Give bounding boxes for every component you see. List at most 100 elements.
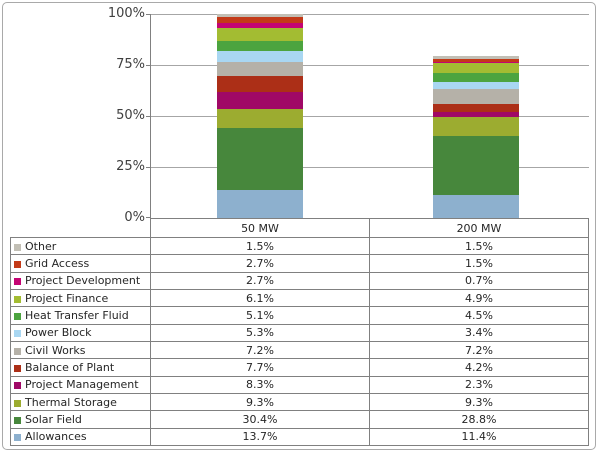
- legend-swatch-icon-thermal-storage: [14, 399, 21, 407]
- category-cell-project-development: Project Development: [10, 271, 151, 290]
- y-tick-100: [146, 14, 151, 15]
- legend-swatch-icon-civil-works: [14, 347, 21, 355]
- legend-swatch-icon-project-management: [14, 382, 21, 390]
- bar-segment-power-block: [433, 82, 519, 90]
- category-cell-other: Other: [10, 236, 151, 256]
- legend-swatch-icon-heat-transfer-fluid: [14, 312, 21, 320]
- y-tick-75: [146, 65, 151, 66]
- value-cell-project-management-200-mw: 2.3%: [369, 375, 589, 394]
- plot-area: [146, 14, 589, 219]
- y-tick-label-0: 0%: [124, 210, 145, 225]
- category-cell-civil-works: Civil Works: [10, 340, 151, 360]
- value-cell-allowances-50-mw: 13.7%: [150, 427, 370, 447]
- value-cell-solar-field-50-mw: 30.4%: [150, 410, 370, 429]
- value-cell-thermal-storage-50-mw: 9.3%: [150, 392, 370, 412]
- chart-frame: 100% 75% 50% 25% 0% 50 MW 200 MW Other 1: [2, 2, 596, 450]
- legend-swatch-icon-allowances: [14, 434, 21, 442]
- y-tick-50: [146, 116, 151, 117]
- category-cell-power-block: Power Block: [10, 323, 151, 342]
- value-cell-other-200-mw: 1.5%: [369, 236, 589, 256]
- table-row-allowances: Allowances 13.7% 11.4%: [10, 427, 589, 447]
- bar-segment-project-development: [433, 61, 519, 64]
- stacked-bar-50-mw: [217, 14, 303, 218]
- bar-segment-project-development: [217, 22, 303, 29]
- legend-swatch-icon-other: [14, 243, 21, 251]
- gridline-25: [151, 167, 589, 168]
- y-tick-label-25: 25%: [116, 159, 145, 174]
- value-cell-grid-access-50-mw: 2.7%: [150, 254, 370, 273]
- stacked-bar-200-mw: [433, 55, 519, 218]
- bar-segment-solar-field: [217, 128, 303, 191]
- y-tick-label-75: 75%: [116, 57, 145, 72]
- value-cell-grid-access-200-mw: 1.5%: [369, 254, 589, 273]
- category-cell-allowances: Allowances: [10, 427, 151, 447]
- category-cell-grid-access: Grid Access: [10, 254, 151, 273]
- bar-segment-other: [433, 55, 519, 59]
- value-cell-power-block-200-mw: 3.4%: [369, 323, 589, 342]
- bar-segment-solar-field: [433, 136, 519, 195]
- category-label: Grid Access: [25, 256, 90, 270]
- category-cell-heat-transfer-fluid: Heat Transfer Fluid: [10, 306, 151, 325]
- category-label: Power Block: [25, 326, 92, 340]
- bar-segment-heat-transfer-fluid: [217, 40, 303, 51]
- value-cell-other-50-mw: 1.5%: [150, 236, 370, 256]
- table-row-balance-of-plant: Balance of Plant 7.7% 4.2%: [10, 358, 589, 377]
- category-cell-solar-field: Solar Field: [10, 410, 151, 429]
- category-cell-project-finance: Project Finance: [10, 288, 151, 308]
- table-row-heat-transfer-fluid: Heat Transfer Fluid 5.1% 4.5%: [10, 306, 589, 325]
- bar-segment-balance-of-plant: [433, 103, 519, 113]
- bar-segment-grid-access: [217, 17, 303, 23]
- bar-segment-civil-works: [217, 61, 303, 77]
- bar-segment-project-management: [433, 112, 519, 118]
- category-label: Heat Transfer Fluid: [25, 308, 129, 322]
- category-label: Balance of Plant: [25, 360, 115, 374]
- table-body: Other 1.5% 1.5% Grid Access 2.7% 1.5% Project …: [10, 236, 589, 447]
- value-cell-project-finance-200-mw: 4.9%: [369, 288, 589, 308]
- value-cell-civil-works-50-mw: 7.2%: [150, 340, 370, 360]
- table-row-power-block: Power Block 5.3% 3.4%: [10, 323, 589, 342]
- value-cell-project-finance-50-mw: 6.1%: [150, 288, 370, 308]
- bar-segment-thermal-storage: [433, 117, 519, 136]
- gridline-100: [151, 14, 589, 15]
- bar-segment-power-block: [217, 50, 303, 62]
- column-header-50mw: 50 MW: [150, 218, 370, 238]
- table-row-solar-field: Solar Field 30.4% 28.8%: [10, 410, 589, 429]
- bar-segment-other: [217, 14, 303, 18]
- bar-segment-project-finance: [217, 28, 303, 41]
- bar-segment-allowances: [217, 190, 303, 218]
- y-tick-label-50: 50%: [116, 108, 145, 123]
- y-tick-25: [146, 167, 151, 168]
- table-corner-cell: [11, 219, 151, 238]
- column-header-200mw: 200 MW: [369, 218, 589, 238]
- table-header-row: 50 MW 200 MW: [11, 218, 589, 238]
- value-cell-civil-works-200-mw: 7.2%: [369, 340, 589, 360]
- legend-swatch-icon-power-block: [14, 330, 21, 338]
- value-cell-project-development-50-mw: 2.7%: [150, 271, 370, 290]
- bar-segment-civil-works: [433, 89, 519, 104]
- value-cell-project-development-200-mw: 0.7%: [369, 271, 589, 290]
- table-row-thermal-storage: Thermal Storage 9.3% 9.3%: [10, 392, 589, 412]
- category-label: Allowances: [25, 430, 87, 444]
- gridline-75: [151, 65, 589, 66]
- table-row-project-finance: Project Finance 6.1% 4.9%: [10, 288, 589, 308]
- category-label: Project Development: [25, 274, 141, 288]
- value-cell-thermal-storage-200-mw: 9.3%: [369, 392, 589, 412]
- y-tick-0: [146, 217, 151, 218]
- legend-swatch-icon-project-development: [14, 278, 21, 286]
- value-cell-allowances-200-mw: 11.4%: [369, 427, 589, 447]
- bar-segment-balance-of-plant: [217, 76, 303, 93]
- legend-swatch-icon-balance-of-plant: [14, 364, 21, 372]
- bar-segment-allowances: [433, 194, 519, 218]
- table-row-other: Other 1.5% 1.5%: [10, 236, 589, 256]
- cost-breakdown-table: 50 MW 200 MW Other 1.5% 1.5% Grid Access 2.7…: [10, 218, 589, 447]
- bar-segment-thermal-storage: [217, 109, 303, 129]
- legend-swatch-icon-grid-access: [14, 260, 21, 268]
- legend-swatch-icon-project-finance: [14, 295, 21, 303]
- legend-swatch-icon-solar-field: [14, 416, 21, 424]
- category-label: Other: [25, 239, 57, 253]
- category-label: Project Finance: [25, 291, 109, 305]
- table-row-project-management: Project Management 8.3% 2.3%: [10, 375, 589, 394]
- y-tick-label-100: 100%: [107, 6, 145, 21]
- category-cell-thermal-storage: Thermal Storage: [10, 392, 151, 412]
- gridline-50: [151, 116, 589, 117]
